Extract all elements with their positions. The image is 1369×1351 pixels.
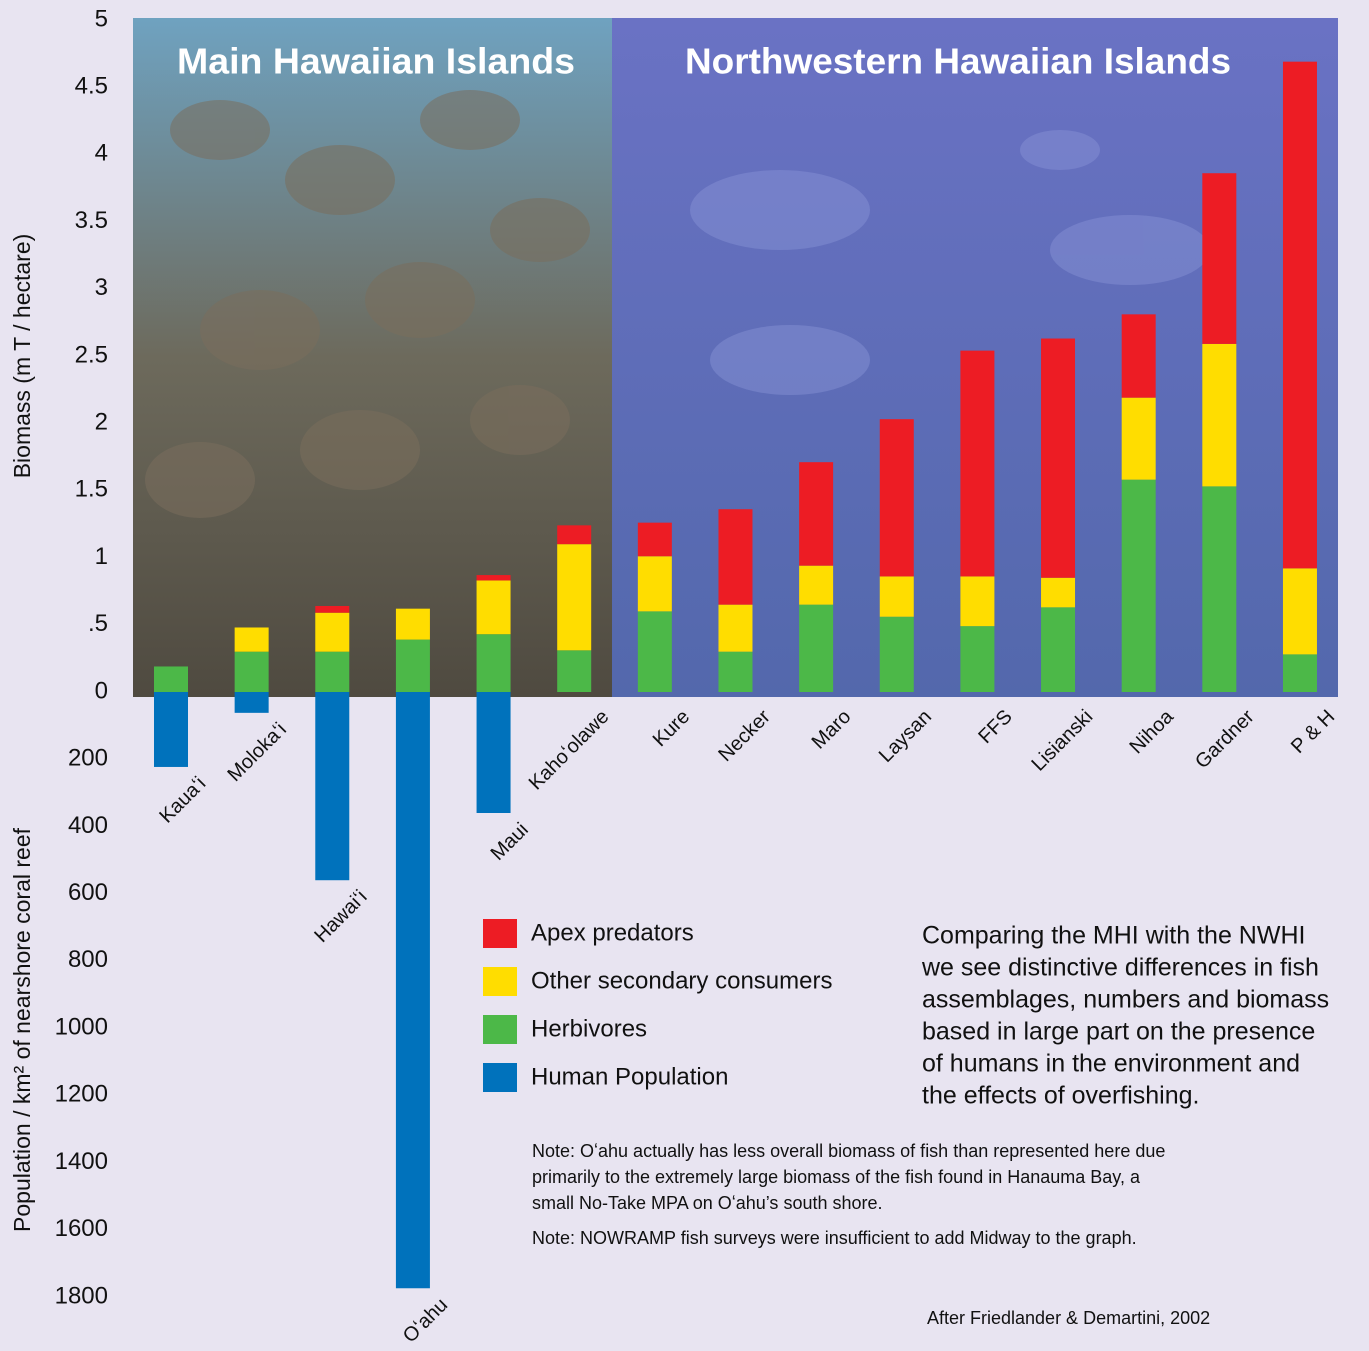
- y-axis-label: Biomass (m T / hectare): [9, 234, 35, 479]
- y2-tick-label: 1800: [55, 1282, 108, 1309]
- biomass-segment: [315, 605, 350, 613]
- biomass-segment: [1121, 314, 1156, 398]
- population-bar: [234, 692, 269, 713]
- biomass-segment: [1282, 654, 1317, 692]
- description: Comparing the MHI with the NWHI: [922, 922, 1305, 950]
- biomass-segment: [1282, 568, 1317, 655]
- y-tick-label: 2: [95, 409, 108, 436]
- legend-swatch: [483, 967, 517, 996]
- y2-tick-label: 600: [68, 879, 108, 906]
- biomass-segment: [718, 604, 753, 652]
- biomass-segment: [879, 576, 914, 617]
- description: we see distinctive differences in fish: [921, 954, 1319, 982]
- population-bar: [476, 692, 511, 813]
- biomass-segment: [315, 612, 350, 652]
- biomass-segment: [799, 604, 834, 692]
- description: assemblages, numbers and biomass: [922, 986, 1329, 1014]
- biomass-segment: [395, 639, 430, 692]
- y2-tick-label: 1000: [55, 1013, 108, 1040]
- legend-label: Other secondary consumers: [531, 967, 832, 994]
- biomass-segment: [234, 651, 269, 692]
- biomass-segment: [1202, 173, 1237, 344]
- y-tick-label: 1: [95, 543, 108, 570]
- biomass-segment: [476, 575, 511, 581]
- biomass-segment: [799, 565, 834, 605]
- biomass-segment: [718, 651, 753, 692]
- biomass-segment: [1041, 338, 1076, 578]
- y-tick-label: .5: [88, 610, 108, 637]
- population-bar: [154, 692, 188, 767]
- biomass-segment: [154, 666, 188, 692]
- y-tick-label: 4: [95, 140, 108, 167]
- biomass-segment: [1121, 479, 1156, 692]
- y2-tick-label: 200: [68, 745, 108, 772]
- source: After Friedlander & Demartini, 2002: [927, 1308, 1210, 1328]
- biomass-segment: [637, 522, 672, 557]
- biomass-segment: [1041, 607, 1076, 692]
- fish-decoration-right: [690, 130, 1210, 395]
- biomass-segment: [234, 627, 269, 652]
- note: small No-Take MPA on Oʻahu’s south shore…: [532, 1193, 883, 1213]
- y2-tick-label: 1200: [55, 1081, 108, 1108]
- population-bar: [395, 692, 430, 1289]
- biomass-segment: [799, 462, 834, 566]
- y-tick-label: 1.5: [75, 476, 108, 503]
- biomass-segment: [557, 544, 592, 651]
- legend-swatch: [483, 1015, 517, 1044]
- biomass-segment: [476, 580, 511, 635]
- biomass-segment: [637, 556, 672, 612]
- biomass-segment: [1041, 577, 1076, 608]
- description: the effects of overfishing.: [922, 1082, 1199, 1110]
- note: Note: Oʻahu actually has less overall bi…: [532, 1141, 1165, 1161]
- biomass-segment: [476, 634, 511, 692]
- biomass-segment: [1202, 343, 1237, 487]
- y-tick-label: 2.5: [75, 341, 108, 368]
- y-tick-label: 5: [95, 5, 108, 32]
- biomass-segment: [960, 576, 995, 627]
- legend-swatch: [483, 1063, 517, 1092]
- biomass-segment: [637, 611, 672, 692]
- biomass-segment: [395, 608, 430, 640]
- legend-label: Herbivores: [531, 1015, 647, 1042]
- fish-decoration: [145, 90, 590, 518]
- note: primarily to the extremely large biomass…: [532, 1167, 1141, 1187]
- legend-label: Human Population: [531, 1063, 728, 1090]
- biomass-segment: [879, 616, 914, 692]
- biomass-segment: [879, 419, 914, 577]
- biomass-segment: [1202, 486, 1237, 692]
- y2-tick-label: 1600: [55, 1215, 108, 1242]
- biomass-segment: [960, 350, 995, 577]
- biomass-segment: [1121, 397, 1156, 480]
- legend-swatch: [483, 919, 517, 948]
- note: Note: NOWRAMP fish surveys were insuffic…: [532, 1228, 1137, 1248]
- y2-tick-label: 800: [68, 946, 108, 973]
- biomass-segment: [557, 525, 592, 545]
- y-tick-label: 4.5: [75, 73, 108, 100]
- biomass-segment: [1282, 61, 1317, 569]
- description: based in large part on the presence: [922, 1018, 1315, 1046]
- description: of humans in the environment and: [922, 1050, 1300, 1078]
- legend-label: Apex predators: [531, 919, 694, 946]
- y-tick-label: 3.5: [75, 207, 108, 234]
- biomass-segment: [557, 650, 592, 692]
- y2-tick-label: 1400: [55, 1148, 108, 1175]
- biomass-segment: [315, 651, 350, 692]
- population-bar: [315, 692, 350, 881]
- biomass-segment: [960, 626, 995, 692]
- panel-title: Main Hawaiian Islands: [177, 41, 575, 82]
- panel-title: Northwestern Hawaiian Islands: [685, 41, 1231, 82]
- y2-axis-label: Population / km² of nearshore coral reef: [9, 827, 35, 1232]
- biomass-segment: [718, 509, 753, 605]
- y-tick-label: 3: [95, 274, 108, 301]
- y2-tick-label: 400: [68, 812, 108, 839]
- y-tick-label: 0: [95, 677, 108, 704]
